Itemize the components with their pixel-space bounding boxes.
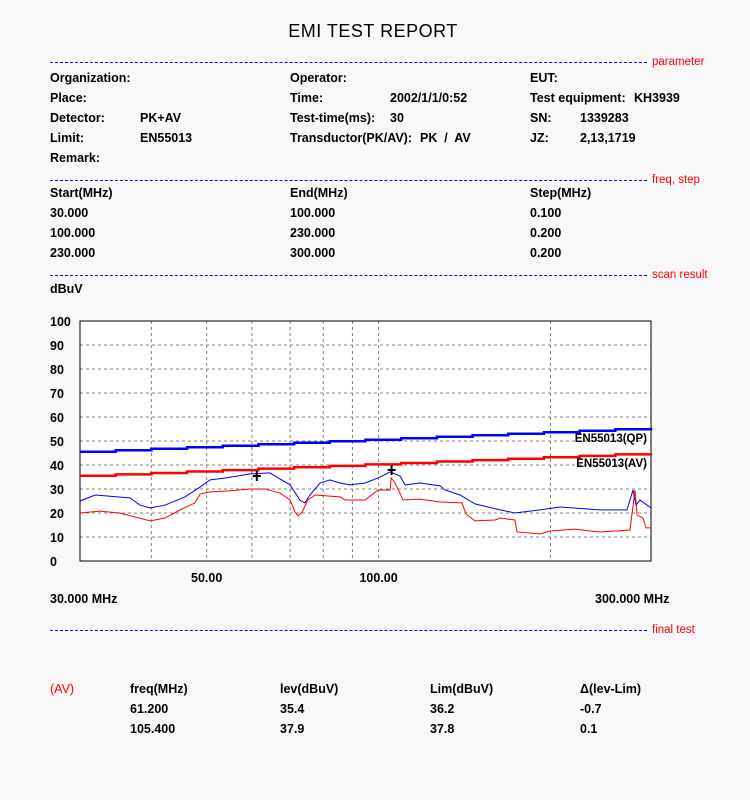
section-label-freq-step: freq, step [652, 174, 700, 186]
detector-tag: (AV) [50, 682, 75, 696]
time-label: Time: [290, 91, 324, 105]
final-cell: 37.9 [280, 722, 305, 736]
y-tick-label: 10 [50, 531, 64, 545]
test-time-label: Test-time(ms): [290, 111, 376, 125]
final-cell: 36.2 [430, 702, 455, 716]
freq-step-cell: 0.200 [530, 226, 562, 240]
x-tick-label: 100.00 [359, 571, 397, 585]
plot-frame [79, 320, 652, 562]
final-cell: 105.400 [130, 722, 176, 736]
freq-header: freq(MHz) [130, 682, 188, 696]
sn-value: 1339283 [580, 111, 629, 125]
end-header: End(MHz) [290, 186, 348, 200]
final-cell: 61.200 [130, 702, 169, 716]
section-divider-freq-step [50, 180, 647, 181]
eut-label: EUT: [530, 71, 558, 85]
y-tick-label: 30 [50, 483, 64, 497]
freq-step-cell: 100.000 [290, 206, 336, 220]
limit-line [80, 427, 653, 454]
freq-step-cell: 30.000 [50, 206, 89, 220]
detector-value: PK+AV [140, 111, 182, 125]
average-trace [79, 476, 651, 535]
final-cell: -0.7 [580, 702, 602, 716]
final-cell: 37.8 [430, 722, 455, 736]
limit-line [80, 453, 653, 478]
y-tick-label: 40 [50, 459, 64, 473]
y-axis-label: dBuV [50, 282, 83, 296]
section-divider-final-test [50, 630, 647, 631]
test-equipment-value: KH3939 [634, 91, 680, 105]
limit-header: Lim(dBuV) [430, 682, 494, 696]
y-tick-label: 70 [50, 387, 64, 401]
jz-label: JZ: [530, 131, 549, 145]
peak-trace [79, 471, 652, 514]
limit-line-label: EN55013(QP) [575, 433, 647, 445]
marker-cross [387, 465, 396, 476]
test-equipment-label: Test equipment: [530, 91, 626, 105]
y-tick-label: 90 [50, 339, 64, 353]
limit-line-label: EN55013(AV) [576, 458, 647, 470]
x-tick-label: 50.00 [191, 571, 222, 585]
y-tick-label: 50 [50, 435, 64, 449]
y-tick-label: 20 [50, 507, 64, 521]
final-cell: 0.1 [580, 722, 598, 736]
freq-step-cell: 0.100 [530, 206, 562, 220]
transductor-value: PK / AV [420, 131, 471, 145]
start-header: Start(MHz) [50, 186, 113, 200]
section-label-scan-result: scan result [652, 269, 708, 281]
freq-step-cell: 230.000 [290, 226, 336, 240]
transductor-label: Transductor(PK/AV): [290, 131, 412, 145]
section-divider-scan-result [50, 275, 647, 276]
section-label-final-test: final test [652, 624, 695, 636]
time-value: 2002/1/1/0:52 [390, 91, 468, 105]
test-time-value: 30 [390, 111, 404, 125]
freq-step-cell: 230.000 [50, 246, 96, 260]
limit-label: Limit: [50, 131, 85, 145]
sn-label: SN: [530, 111, 552, 125]
jz-value: 2,13,1719 [580, 131, 636, 145]
freq-step-cell: 300.000 [290, 246, 336, 260]
organization-label: Organization: [50, 71, 131, 85]
x-end-label: 300.000 MHz [595, 592, 670, 606]
place-label: Place: [50, 91, 87, 105]
freq-step-cell: 100.000 [50, 226, 96, 240]
operator-label: Operator: [290, 71, 347, 85]
step-header: Step(MHz) [530, 186, 592, 200]
scan-chart: 0 10 20 30 40 50 60 70 80 90 100 50.00 100.00 EN55013… [50, 315, 653, 585]
limit-value: EN55013 [140, 131, 193, 145]
section-divider-parameter [50, 62, 647, 63]
report-title: EMI TEST REPORT [288, 21, 458, 41]
freq-step-cell: 0.200 [530, 246, 562, 260]
remark-label: Remark: [50, 151, 101, 165]
delta-header: Δ(lev-Lim) [580, 682, 642, 696]
section-label-parameter: parameter [652, 56, 705, 68]
y-tick-label: 80 [50, 363, 64, 377]
y-tick-label: 60 [50, 411, 64, 425]
level-header: lev(dBuV) [280, 682, 339, 696]
y-tick-label: 0 [50, 555, 57, 569]
marker-cross [252, 471, 261, 482]
detector-label: Detector: [50, 111, 105, 125]
x-start-label: 30.000 MHz [50, 592, 118, 606]
final-cell: 35.4 [280, 702, 305, 716]
y-tick-label: 100 [50, 315, 71, 329]
